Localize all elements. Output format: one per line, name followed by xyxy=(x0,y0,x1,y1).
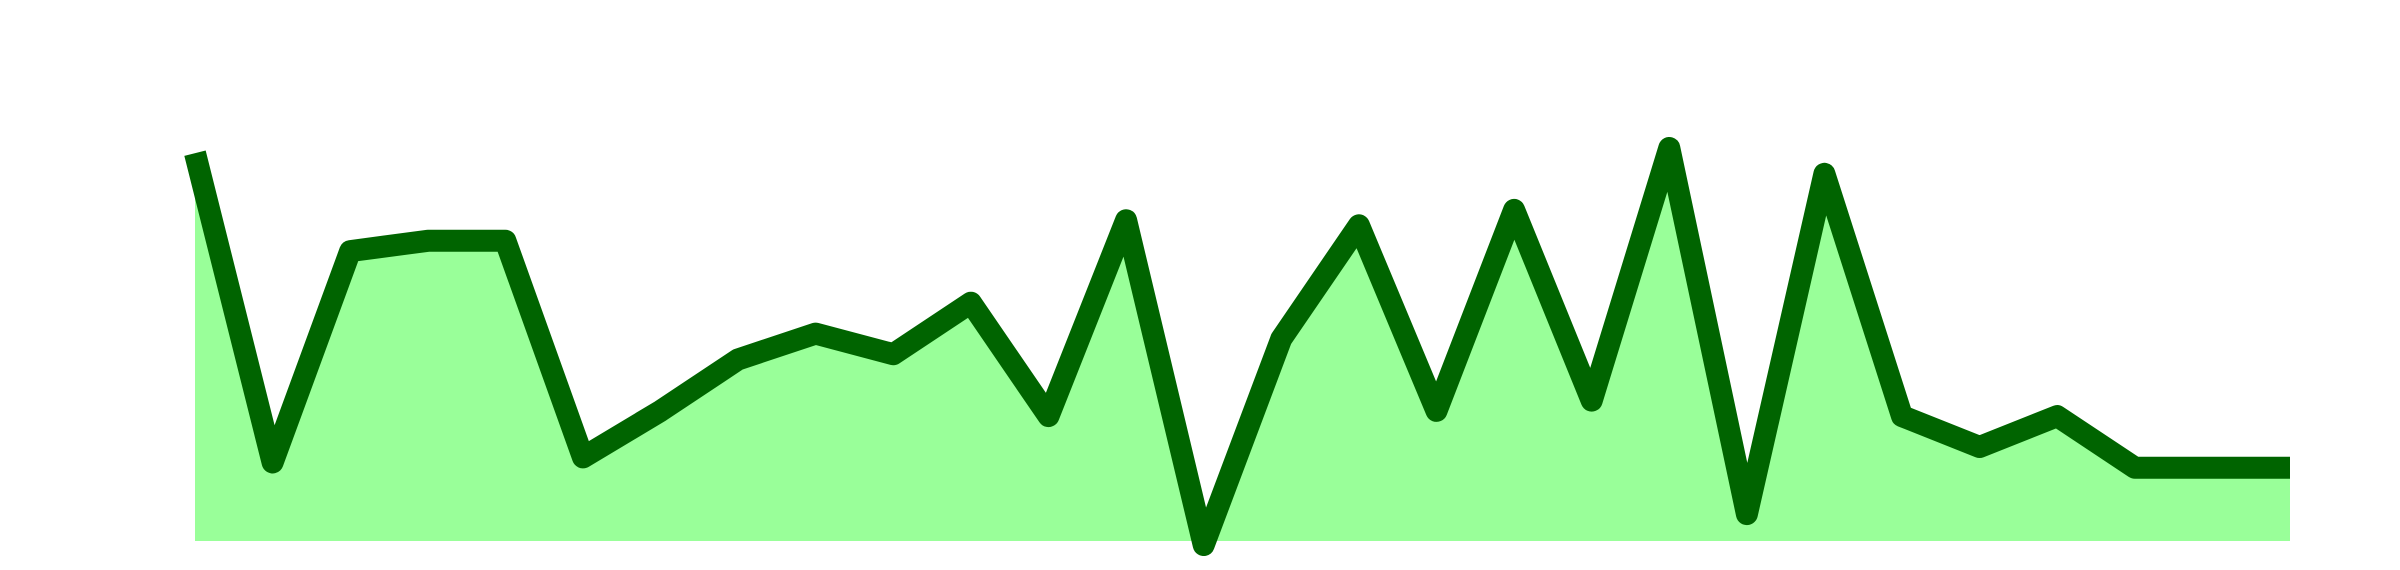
area-layer xyxy=(195,148,2290,545)
line-layer xyxy=(184,137,2290,556)
area-fill xyxy=(195,148,2290,545)
series-line xyxy=(184,137,2290,556)
